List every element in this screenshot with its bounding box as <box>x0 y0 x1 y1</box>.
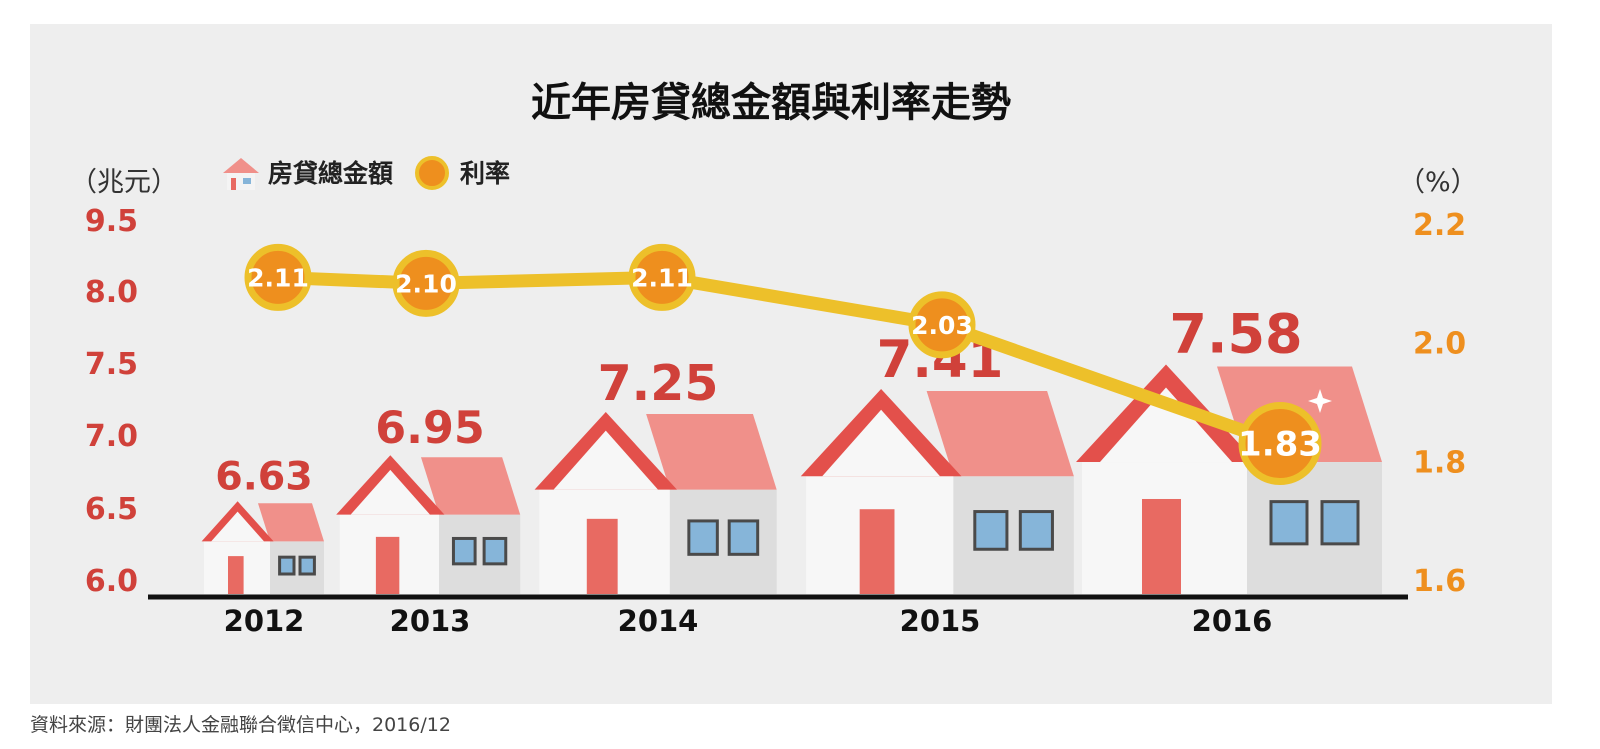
house-window <box>973 510 1009 551</box>
house-window <box>687 519 719 556</box>
amount-data-label: 6.95 <box>375 403 485 454</box>
chart-panel: 近年房貸總金額與利率走勢 （兆元） （%） 房貸總金額 利率 6.0 6.5 7.0… <box>30 24 1552 704</box>
house-window <box>298 555 316 576</box>
house-roof <box>258 503 324 542</box>
rate-point <box>1238 402 1322 486</box>
circle-icon <box>415 156 449 190</box>
house-gable-inner <box>822 409 940 477</box>
house-window <box>1320 500 1360 546</box>
house-door <box>228 556 244 594</box>
rate-point <box>908 291 976 359</box>
house-door <box>375 536 400 594</box>
left-tick-label: 9.5 <box>85 204 138 239</box>
x-tick-label: 2012 <box>224 604 305 638</box>
sparkle-icon <box>1308 389 1332 413</box>
rate-data-label: 2.10 <box>395 269 457 298</box>
house-roof <box>646 414 777 490</box>
house-door <box>859 509 895 594</box>
right-tick-label: 2.0 <box>1413 327 1466 362</box>
amount-data-label: 6.63 <box>215 453 313 499</box>
legend: 房貸總金額 利率 <box>223 156 510 190</box>
right-axis-unit: （%） <box>1398 167 1478 198</box>
x-axis-labels: 2012 2013 2014 2015 2016 <box>224 604 1273 638</box>
house-bar <box>201 501 324 594</box>
legend-label-rate: 利率 <box>460 159 510 188</box>
house-gable-inner <box>1100 387 1232 463</box>
right-tick-label: 1.6 <box>1413 564 1466 599</box>
rate-data-label: 2.03 <box>911 311 973 340</box>
house-bar <box>800 388 1074 594</box>
left-tick-label: 8.0 <box>85 275 138 310</box>
x-tick-label: 2015 <box>900 604 981 638</box>
house-bar <box>534 412 777 594</box>
house-bar <box>336 455 521 594</box>
house-door <box>586 518 618 594</box>
house-window <box>1269 500 1309 546</box>
house-bar <box>1076 364 1382 594</box>
right-tick-label: 2.2 <box>1413 208 1466 243</box>
x-tick-label: 2014 <box>618 604 699 638</box>
house-roof <box>926 390 1074 477</box>
house-window <box>278 555 296 576</box>
rate-data-label: 2.11 <box>247 263 309 292</box>
rate-series: 2.11 2.10 2.11 2.03 1.83 <box>244 243 1332 486</box>
amount-data-label: 7.58 <box>1169 302 1302 365</box>
house-roof <box>420 457 521 515</box>
house-side-wall <box>669 489 777 594</box>
house-window <box>727 519 760 556</box>
chart-svg: 近年房貸總金額與利率走勢 （兆元） （%） 房貸總金額 利率 6.0 6.5 7.0… <box>70 80 1478 638</box>
rate-point <box>392 249 460 317</box>
left-tick-label: 6.5 <box>85 492 138 527</box>
house-icon <box>223 158 259 190</box>
x-tick-label: 2016 <box>1192 604 1273 638</box>
rate-data-label: 1.83 <box>1238 425 1322 465</box>
left-axis-ticks: 6.0 6.5 7.0 7.5 8.0 9.5 <box>85 204 138 599</box>
rate-point <box>244 243 312 311</box>
house-side-wall <box>439 514 521 594</box>
left-axis-unit: （兆元） <box>70 167 178 198</box>
house-door <box>1142 498 1181 594</box>
house-gable-inner <box>350 469 430 515</box>
amount-data-label: 7.25 <box>598 355 719 412</box>
legend-label-amount: 房貸總金額 <box>268 159 393 188</box>
house-window <box>1018 510 1054 551</box>
rate-point <box>628 243 696 311</box>
house-gable-inner <box>211 511 264 542</box>
chart-title: 近年房貸總金額與利率走勢 <box>531 80 1011 126</box>
house-window <box>482 536 508 566</box>
rate-data-label: 2.11 <box>631 263 693 292</box>
left-tick-label: 7.0 <box>85 419 138 454</box>
source-note: 資料來源：財團法人金融聯合徵信中心，2016/12 <box>30 714 451 736</box>
left-tick-label: 7.5 <box>85 347 138 382</box>
x-tick-label: 2013 <box>390 604 471 638</box>
left-tick-label: 6.0 <box>85 564 138 599</box>
house-gable-inner <box>553 430 658 490</box>
right-axis-ticks: 1.6 1.8 2.0 2.2 <box>1413 208 1466 599</box>
right-tick-label: 1.8 <box>1413 445 1466 480</box>
house-window <box>451 536 477 566</box>
house-side-wall <box>953 476 1074 594</box>
amount-bars <box>201 364 1382 594</box>
